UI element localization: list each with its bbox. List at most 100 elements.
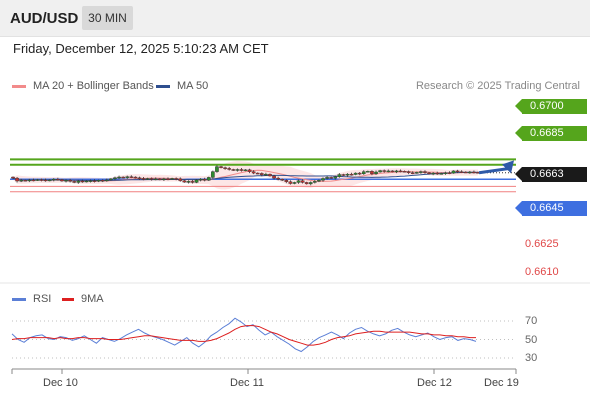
time-axis bbox=[0, 282, 590, 374]
x-label-dec10: Dec 10 bbox=[43, 377, 78, 389]
candle-body bbox=[313, 181, 317, 183]
candle-body bbox=[288, 181, 293, 184]
candle-body bbox=[235, 169, 240, 171]
candle-body bbox=[439, 173, 444, 175]
candle-body bbox=[215, 166, 219, 172]
candle-body bbox=[415, 172, 419, 174]
candle-body bbox=[300, 180, 305, 183]
legend-rsi-ma: 9MA bbox=[62, 293, 104, 305]
candle-body bbox=[317, 180, 321, 182]
level-tag-pivot: 0.6645 bbox=[515, 201, 587, 216]
ma50-swatch bbox=[156, 84, 170, 88]
bollinger-bands bbox=[13, 161, 478, 190]
timeframe-button[interactable]: 30 MIN bbox=[82, 6, 133, 30]
ma20-swatch bbox=[12, 84, 26, 88]
candle-body bbox=[64, 180, 68, 182]
candle-body bbox=[162, 178, 166, 181]
candle-body bbox=[186, 181, 191, 183]
rsi-swatch bbox=[12, 297, 26, 301]
candle-body bbox=[431, 172, 435, 175]
level-value: 0.6685 bbox=[530, 127, 564, 139]
candle-body bbox=[264, 173, 268, 176]
candle-body bbox=[190, 181, 195, 183]
candle-body bbox=[141, 178, 146, 180]
candle-body bbox=[463, 171, 468, 174]
candle-body bbox=[451, 170, 456, 174]
candle-body bbox=[251, 171, 256, 174]
tag-pointer bbox=[515, 126, 522, 140]
level-value: 0.6663 bbox=[530, 168, 564, 180]
candle-body bbox=[11, 176, 15, 179]
level-tag-resistance-1: 0.6685 bbox=[515, 126, 587, 141]
legend-ma20-label: MA 20 + Bollinger Bands bbox=[33, 80, 154, 92]
candle-body bbox=[166, 178, 170, 181]
candle-body bbox=[386, 170, 391, 173]
candle-body bbox=[206, 177, 211, 181]
candle-body bbox=[419, 171, 423, 173]
tag-pointer bbox=[515, 167, 522, 181]
candle-body bbox=[153, 178, 158, 181]
candle-body bbox=[105, 179, 109, 182]
candle-body bbox=[27, 179, 32, 182]
symbol-title: AUD/USD bbox=[10, 10, 79, 27]
candle-body bbox=[329, 177, 333, 179]
candle-body bbox=[410, 172, 415, 174]
candle-body bbox=[170, 178, 174, 180]
candle-body bbox=[15, 177, 19, 182]
projection-arrow bbox=[478, 160, 514, 175]
candle-body bbox=[227, 168, 231, 170]
candle-body bbox=[459, 171, 464, 173]
bollinger-band-area bbox=[13, 161, 478, 190]
candle-body bbox=[19, 180, 23, 182]
legend-rsi-ma-label: 9MA bbox=[81, 293, 104, 305]
candle-body bbox=[304, 182, 309, 185]
candle-body bbox=[92, 180, 97, 182]
candle-body bbox=[382, 170, 386, 172]
candle-body bbox=[223, 167, 227, 169]
candle-body bbox=[133, 176, 138, 179]
candle-body bbox=[321, 178, 325, 181]
projection-arrow-shaft bbox=[478, 166, 511, 175]
legend-ma20: MA 20 + Bollinger Bands bbox=[12, 80, 154, 92]
candle-body bbox=[43, 179, 48, 182]
candle-body bbox=[357, 172, 362, 175]
candle-body bbox=[202, 178, 207, 181]
rsi-tick-30: 30 bbox=[525, 352, 538, 364]
candle-body bbox=[260, 173, 264, 176]
candle-body bbox=[272, 175, 276, 179]
top-bar: AUD/USD 30 MIN bbox=[0, 0, 590, 37]
candle-body bbox=[158, 178, 162, 181]
level-value: 0.6645 bbox=[530, 202, 564, 214]
candle-body bbox=[219, 166, 223, 168]
candles bbox=[11, 165, 480, 186]
rsi-ma-swatch bbox=[62, 297, 74, 301]
legend-ma50: MA 50 bbox=[156, 80, 208, 92]
candle-body bbox=[113, 177, 117, 180]
candle-body bbox=[117, 176, 121, 179]
projection-arrow-head bbox=[502, 160, 514, 174]
candle-body bbox=[149, 178, 154, 180]
rsi-tick-70: 70 bbox=[525, 315, 538, 327]
candle-body bbox=[406, 171, 411, 173]
candle-body bbox=[96, 180, 101, 182]
candle-body bbox=[370, 171, 374, 174]
candle-body bbox=[366, 171, 370, 173]
candle-body bbox=[468, 171, 472, 174]
candle-body bbox=[129, 176, 134, 178]
candle-body bbox=[88, 180, 93, 182]
candle-body bbox=[255, 172, 260, 175]
candle-body bbox=[390, 170, 395, 173]
candle-body bbox=[137, 177, 142, 179]
candle-body bbox=[423, 171, 427, 173]
legend-rsi: RSI bbox=[12, 293, 51, 305]
candle-body bbox=[35, 179, 40, 181]
tag-pointer bbox=[515, 201, 522, 215]
datetime-label: Friday, December 12, 2025 5:10:23 AM CET bbox=[13, 41, 269, 56]
candle-body bbox=[349, 173, 354, 176]
candle-body bbox=[198, 178, 203, 181]
rsi-ma-line bbox=[11, 325, 476, 346]
candle-body bbox=[121, 176, 125, 179]
candle-body bbox=[56, 178, 60, 181]
candle-body bbox=[194, 179, 199, 183]
candle-body bbox=[361, 171, 366, 174]
